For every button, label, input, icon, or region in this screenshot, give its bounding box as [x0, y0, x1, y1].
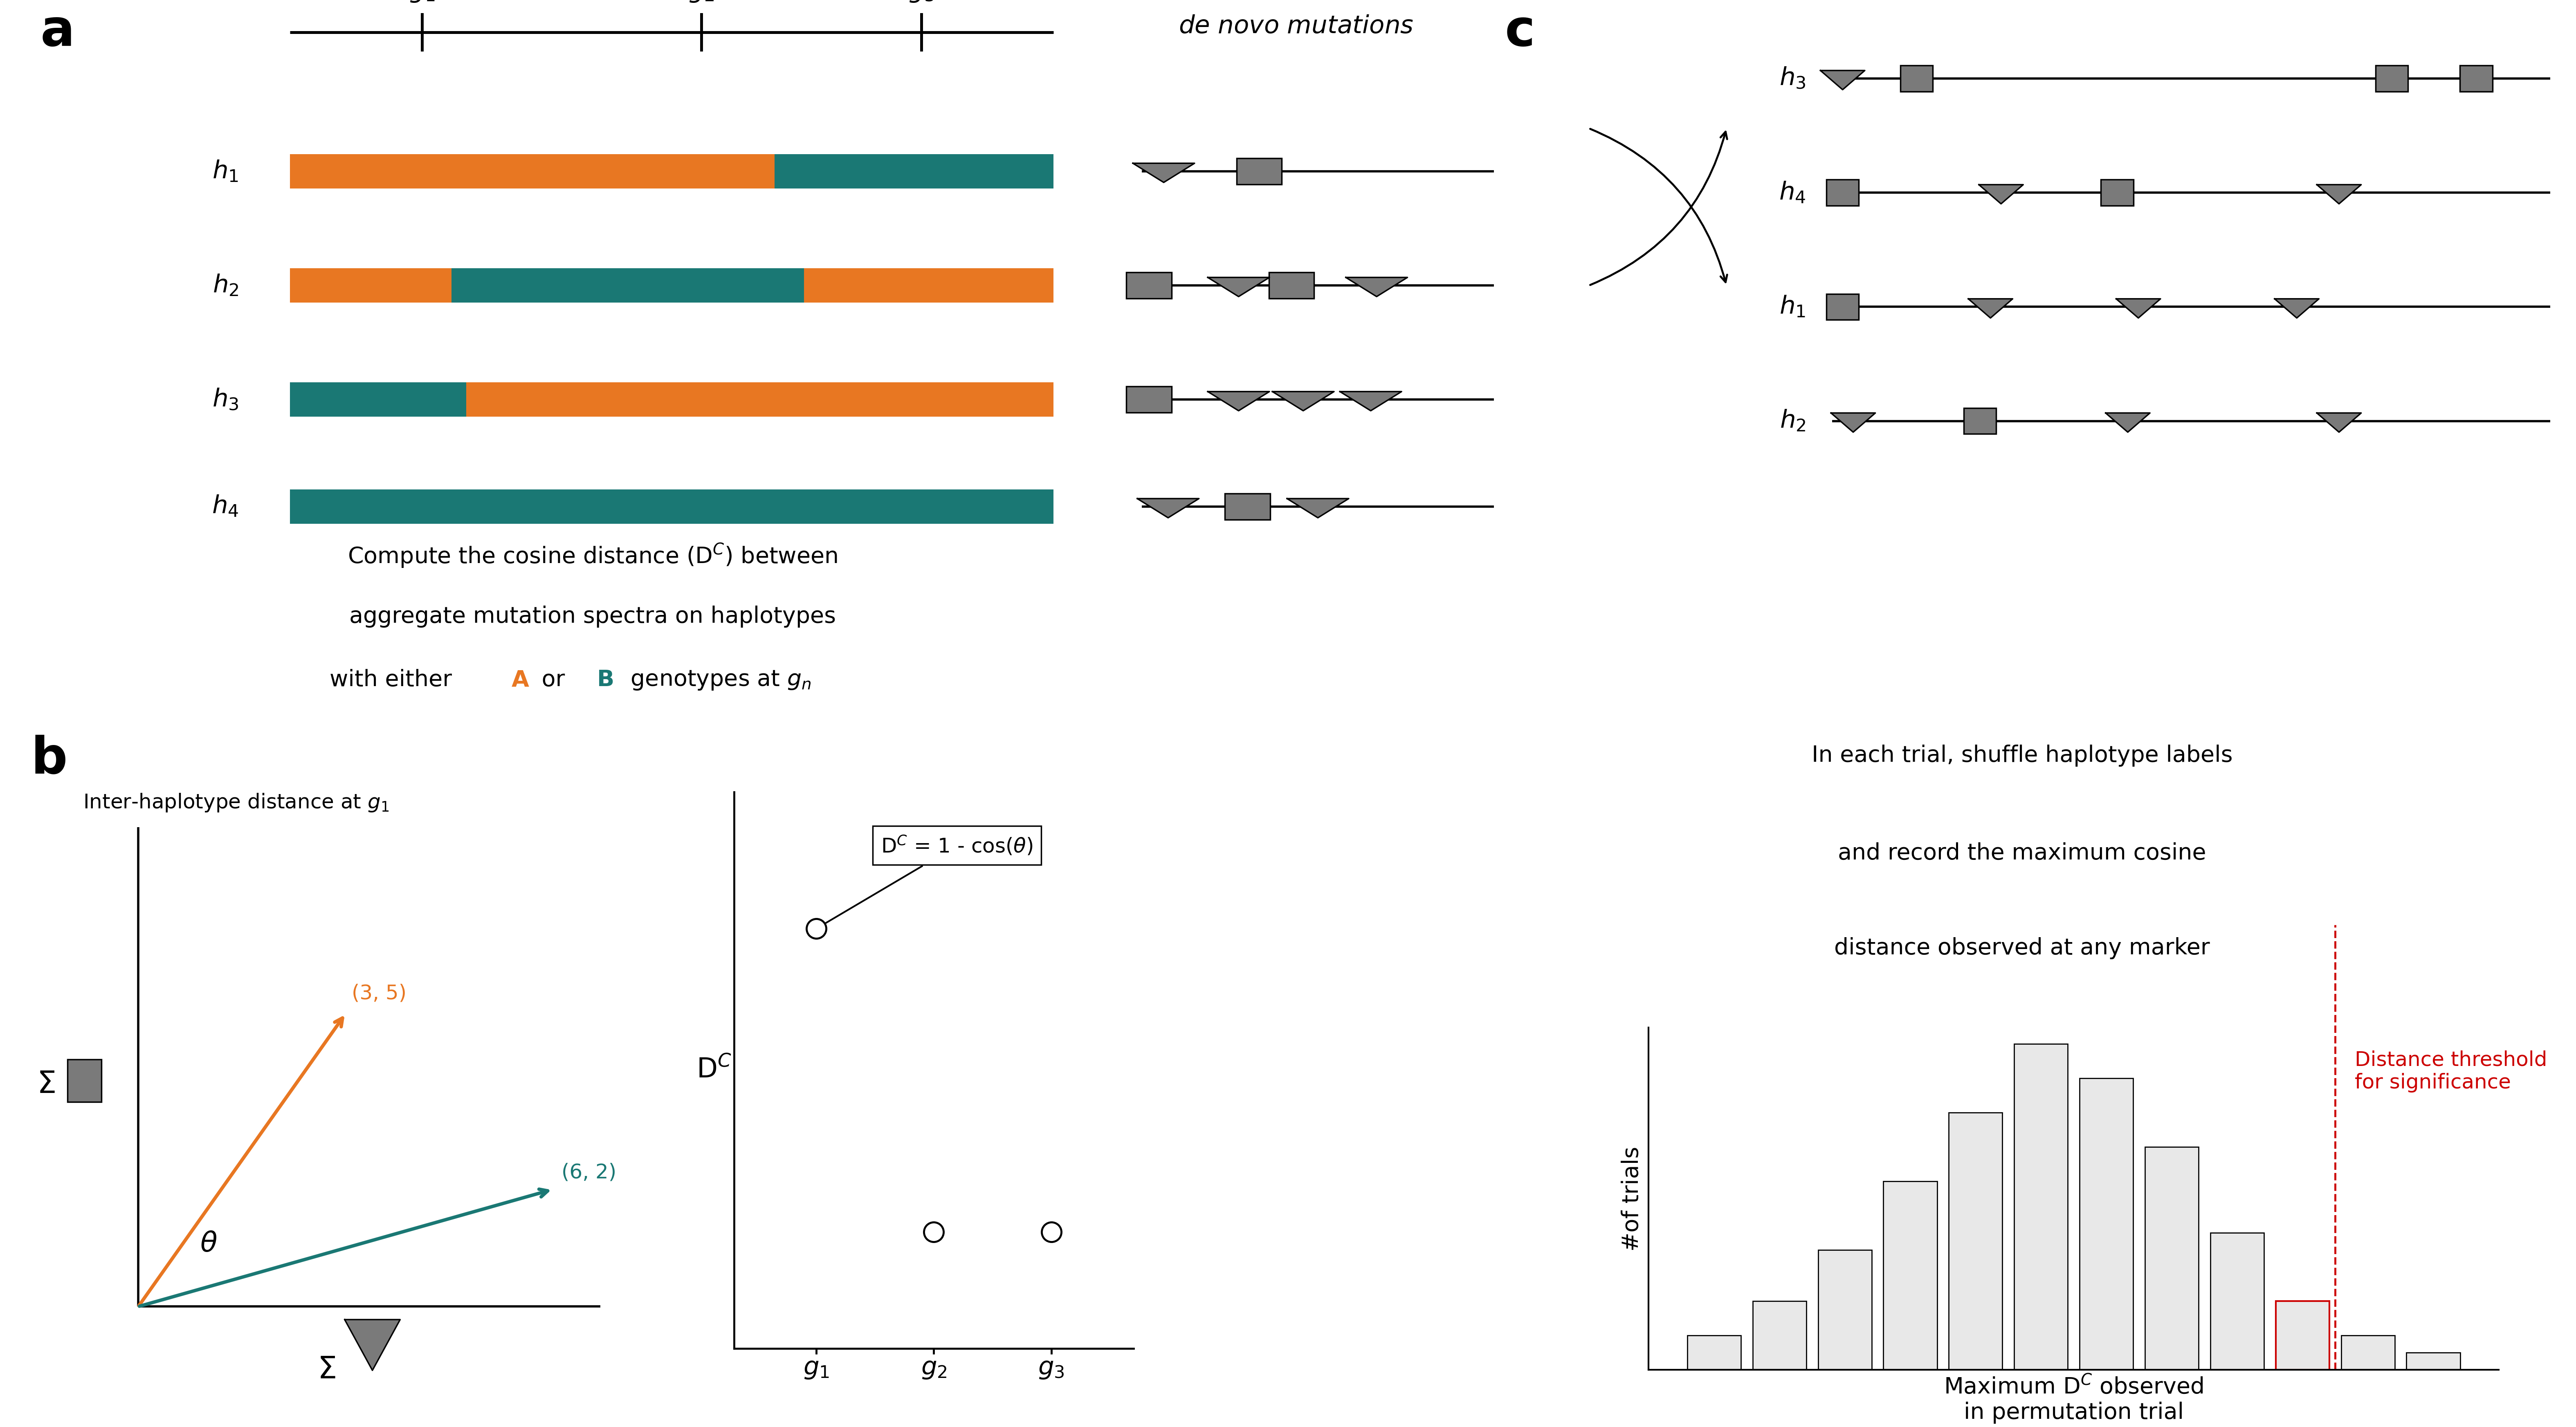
Bar [291, 154, 775, 188]
Bar [2342, 1336, 2396, 1370]
Bar [2375, 66, 2409, 91]
Text: $h_2$: $h_2$ [1780, 408, 1806, 434]
Bar [1819, 1250, 1873, 1370]
Polygon shape [1832, 412, 1875, 432]
Text: Inter-haplotype distance at $g_1$: Inter-haplotype distance at $g_1$ [82, 792, 389, 813]
Y-axis label: #of trials: #of trials [1620, 1146, 1643, 1251]
Text: D$^C$ = 1 - cos($\theta$): D$^C$ = 1 - cos($\theta$) [819, 835, 1033, 928]
Bar [291, 489, 1054, 524]
Text: $\Sigma$: $\Sigma$ [317, 1356, 335, 1386]
X-axis label: Maximum D$^C$ observed
in permutation trial: Maximum D$^C$ observed in permutation tr… [1945, 1376, 2202, 1424]
Polygon shape [2316, 184, 2362, 204]
Polygon shape [2316, 412, 2362, 432]
Bar [804, 268, 1054, 303]
Bar [466, 382, 1054, 417]
Bar [1826, 294, 1860, 320]
Polygon shape [1978, 184, 2022, 204]
Bar [1224, 494, 1270, 519]
Text: and record the maximum cosine: and record the maximum cosine [1839, 842, 2205, 865]
Bar [1687, 1336, 1741, 1370]
Bar [1236, 158, 1283, 184]
Text: $h_2$: $h_2$ [214, 273, 240, 298]
Text: A: A [510, 669, 528, 691]
Text: Distance threshold
for significance: Distance threshold for significance [2354, 1050, 2548, 1093]
Point [796, 918, 837, 940]
Bar [291, 268, 451, 303]
Text: $h_4$: $h_4$ [211, 495, 240, 518]
Bar [2014, 1043, 2069, 1370]
Text: genotypes at $g_n$: genotypes at $g_n$ [623, 669, 811, 692]
Text: In each trial, shuffle haplotype labels: In each trial, shuffle haplotype labels [1811, 745, 2233, 766]
Bar [1901, 66, 1932, 91]
Text: or: or [536, 669, 572, 691]
Polygon shape [1968, 298, 2012, 318]
Bar [1752, 1301, 1806, 1370]
Bar [2102, 180, 2133, 205]
Polygon shape [345, 1320, 399, 1370]
Text: distance observed at any marker: distance observed at any marker [1834, 938, 2210, 959]
Text: $h_1$: $h_1$ [1780, 294, 1806, 320]
Bar [2275, 1301, 2329, 1370]
Polygon shape [1208, 391, 1270, 411]
Bar [451, 268, 804, 303]
Polygon shape [1821, 70, 1865, 90]
Point [1030, 1220, 1072, 1243]
Text: $g_1$: $g_1$ [410, 0, 435, 4]
Bar [1270, 273, 1314, 298]
Bar [1126, 387, 1172, 412]
Bar [2146, 1147, 2197, 1370]
Polygon shape [2105, 412, 2151, 432]
Bar [2406, 1353, 2460, 1370]
Text: $\theta$: $\theta$ [201, 1230, 216, 1257]
Polygon shape [1208, 277, 1270, 297]
Polygon shape [1340, 391, 1401, 411]
Text: $g_3$: $g_3$ [909, 0, 935, 4]
Text: c: c [1504, 7, 1535, 57]
Bar [67, 1059, 100, 1102]
Text: B: B [598, 669, 616, 691]
Text: $\Sigma$: $\Sigma$ [36, 1069, 54, 1099]
Text: (3, 5): (3, 5) [350, 983, 407, 1003]
Bar [1963, 408, 1996, 434]
Bar [1883, 1182, 1937, 1370]
Text: a: a [41, 7, 75, 57]
Text: $g_2$: $g_2$ [688, 0, 714, 4]
Text: (6, 2): (6, 2) [562, 1163, 616, 1183]
Bar [2210, 1233, 2264, 1370]
Y-axis label: D$^C$: D$^C$ [696, 1057, 732, 1083]
Point [912, 1220, 953, 1243]
Polygon shape [1273, 391, 1334, 411]
Text: Compute the cosine distance (D$^C$) between: Compute the cosine distance (D$^C$) betw… [348, 542, 837, 569]
Text: $h_3$: $h_3$ [211, 387, 240, 412]
Text: with either: with either [330, 669, 459, 691]
Polygon shape [1133, 163, 1195, 183]
Text: aggregate mutation spectra on haplotypes: aggregate mutation spectra on haplotypes [350, 605, 835, 628]
Polygon shape [1345, 277, 1406, 297]
Text: $h_4$: $h_4$ [1780, 181, 1806, 204]
Text: b: b [31, 735, 67, 783]
Bar [775, 154, 1054, 188]
Text: $h_1$: $h_1$ [211, 158, 240, 184]
Bar [2460, 66, 2494, 91]
Polygon shape [2275, 298, 2318, 318]
Bar [291, 382, 466, 417]
Polygon shape [1288, 498, 1350, 518]
Text: $de$ $novo$ mutations: $de$ $novo$ mutations [1177, 14, 1414, 39]
Bar [1826, 180, 1860, 205]
Polygon shape [2115, 298, 2161, 318]
Text: $h_3$: $h_3$ [1780, 66, 1806, 91]
Bar [2079, 1077, 2133, 1370]
Bar [1950, 1113, 2002, 1370]
Polygon shape [1136, 498, 1198, 518]
Bar [1126, 273, 1172, 298]
